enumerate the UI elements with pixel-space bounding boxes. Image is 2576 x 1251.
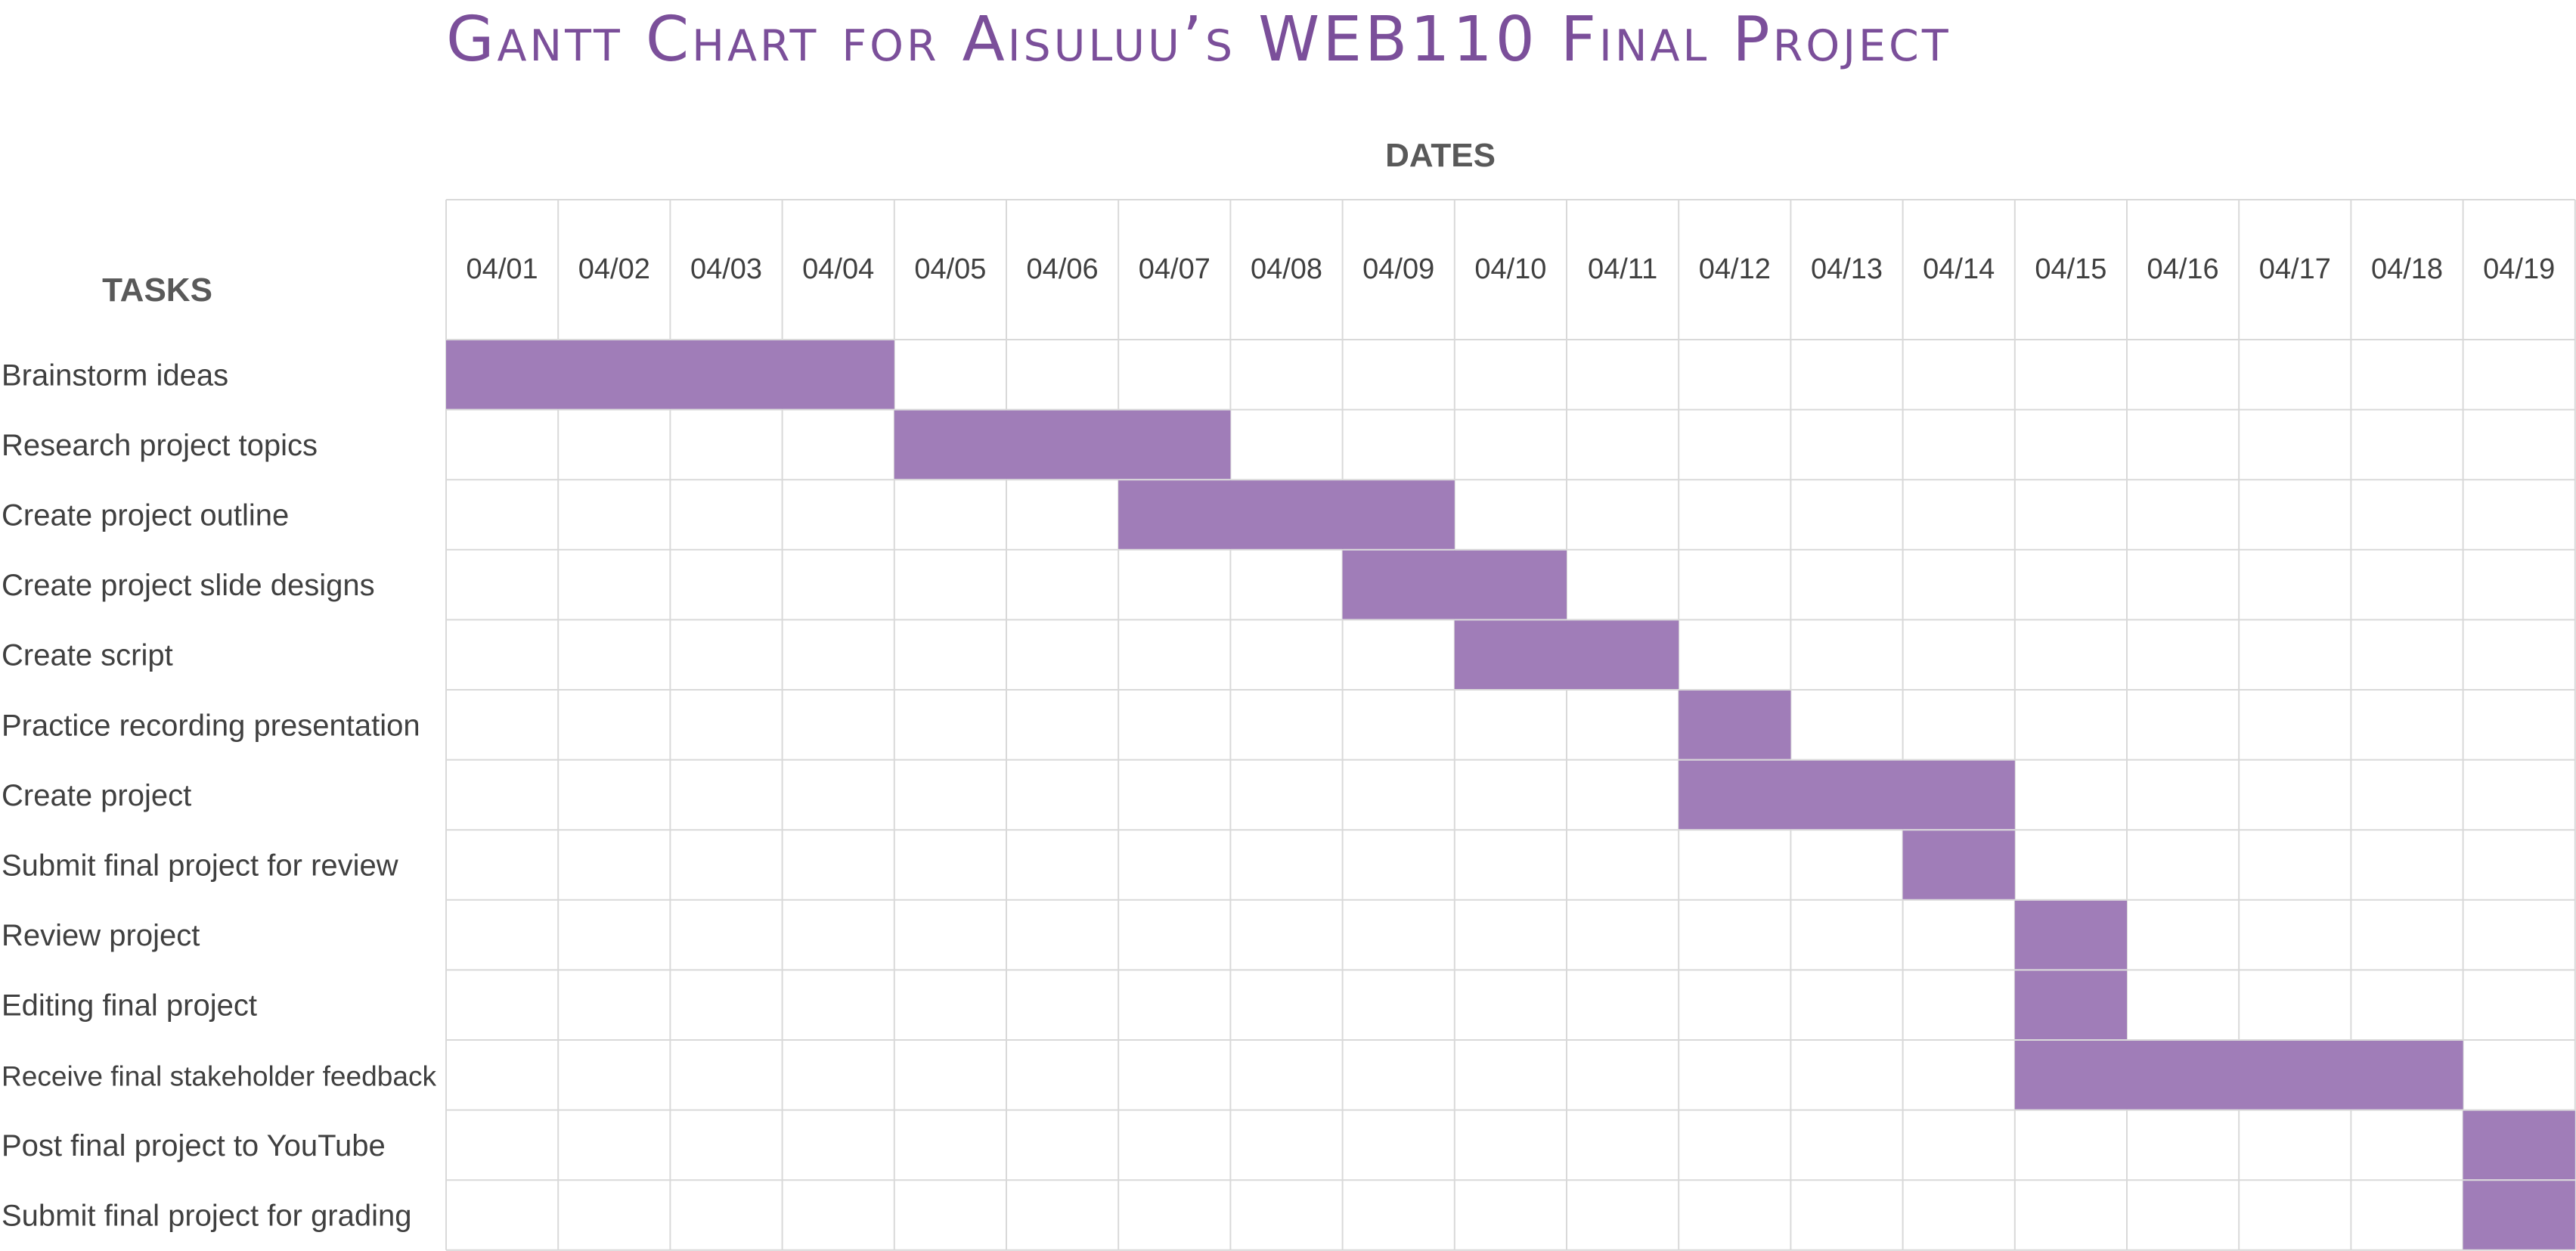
task-bar bbox=[1118, 480, 1455, 549]
task-bar bbox=[2014, 1041, 2463, 1110]
date-tick-label: 04/10 bbox=[1474, 253, 1546, 285]
dates-header: DATES bbox=[1385, 137, 1496, 174]
tasks-header: TASKS bbox=[102, 272, 212, 309]
task-bar bbox=[2014, 900, 2127, 970]
date-tick-label: 04/03 bbox=[690, 253, 762, 285]
task-bar bbox=[894, 410, 1231, 480]
task-bar bbox=[1342, 550, 1567, 619]
date-tick-label: 04/13 bbox=[1811, 253, 1883, 285]
task-labels: Brainstorm ideas Research project topics C… bbox=[2, 359, 437, 1232]
date-tick-label: 04/19 bbox=[2483, 253, 2555, 285]
date-tick-label: 04/02 bbox=[578, 253, 650, 285]
date-tick-label: 04/11 bbox=[1588, 253, 1657, 285]
date-labels: 04/01 04/02 04/03 04/04 04/05 04/06 04/07 04/08… bbox=[467, 253, 2556, 285]
date-tick-label: 04/14 bbox=[1923, 253, 1995, 285]
task-label: Review project bbox=[2, 919, 200, 952]
date-tick-label: 04/12 bbox=[1699, 253, 1771, 285]
date-tick-label: 04/08 bbox=[1251, 253, 1322, 285]
task-bar bbox=[2463, 1181, 2575, 1249]
date-tick-label: 04/17 bbox=[2259, 253, 2331, 285]
task-label: Create project slide designs bbox=[2, 569, 375, 602]
task-bar bbox=[2014, 970, 2127, 1039]
task-bar bbox=[1454, 620, 1679, 689]
date-tick-label: 04/18 bbox=[2371, 253, 2443, 285]
task-label: Editing final project bbox=[2, 989, 257, 1023]
date-tick-label: 04/06 bbox=[1027, 253, 1099, 285]
date-tick-label: 04/05 bbox=[914, 253, 986, 285]
task-label: Submit final project for grading bbox=[2, 1200, 412, 1233]
task-bar bbox=[1679, 691, 1791, 759]
task-bar bbox=[2463, 1110, 2575, 1180]
task-bar bbox=[446, 340, 894, 409]
task-bar bbox=[1902, 830, 2015, 899]
date-tick-label: 04/07 bbox=[1139, 253, 1211, 285]
chart-title: Gantt Chart for Aisuluu’s WEB110 Final P… bbox=[446, 4, 1951, 76]
date-tick-label: 04/01 bbox=[467, 253, 538, 285]
date-tick-label: 04/04 bbox=[802, 253, 874, 285]
task-label: Research project topics bbox=[2, 429, 318, 462]
task-label: Post final project to YouTube bbox=[2, 1129, 386, 1163]
date-tick-label: 04/09 bbox=[1362, 253, 1434, 285]
task-label: Create script bbox=[2, 639, 173, 672]
task-label: Submit final project for review bbox=[2, 849, 398, 883]
task-label: Create project bbox=[2, 779, 191, 812]
task-bar bbox=[1679, 760, 2015, 830]
task-label: Practice recording presentation bbox=[2, 709, 420, 742]
task-bars bbox=[446, 340, 2575, 1249]
date-tick-label: 04/16 bbox=[2147, 253, 2219, 285]
task-label: Receive final stakeholder feedback bbox=[2, 1060, 437, 1091]
date-tick-label: 04/15 bbox=[2035, 253, 2106, 285]
task-label: Create project outline bbox=[2, 499, 289, 532]
task-label: Brainstorm ideas bbox=[2, 359, 228, 392]
